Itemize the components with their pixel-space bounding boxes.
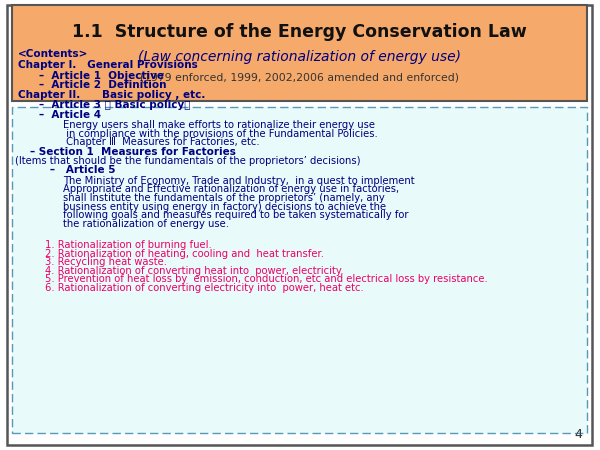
Text: business entity using energy in factory) decisions to achieve the: business entity using energy in factory)… [63, 202, 386, 211]
Text: –  Article 1  Objective: – Article 1 Objective [39, 71, 164, 81]
Text: –  Article 3 （ Basic policy）: – Article 3 （ Basic policy） [39, 100, 191, 110]
Text: 4: 4 [574, 428, 582, 441]
Text: Chapter I.   General Provisions: Chapter I. General Provisions [18, 60, 198, 70]
Text: 6. Rationalization of converting electricity into  power, heat etc.: 6. Rationalization of converting electri… [45, 283, 364, 293]
Text: (Law concerning rationalization of energy use): (Law concerning rationalization of energ… [138, 50, 461, 64]
Text: shall Institute the fundamentals of the proprietors’ (namely, any: shall Institute the fundamentals of the … [63, 193, 385, 203]
Text: – Section 1  Measures for Factories: – Section 1 Measures for Factories [30, 147, 236, 157]
Text: Energy users shall make efforts to rationalize their energy use: Energy users shall make efforts to ratio… [63, 120, 375, 130]
Text: 5. Prevention of heat loss by  emission, conduction, etc and electrical loss by : 5. Prevention of heat loss by emission, … [45, 274, 488, 284]
Text: Appropriate and Effective rationalization of energy use in factories,: Appropriate and Effective rationalizatio… [63, 184, 399, 194]
Text: The Ministry of Economy, Trade and Industry,  in a quest to implement: The Ministry of Economy, Trade and Indus… [63, 176, 415, 186]
Text: –  Article 4: – Article 4 [39, 110, 101, 120]
Text: <Contents>: <Contents> [18, 49, 88, 59]
Text: 1.1  Structure of the Energy Conservation Law: 1.1 Structure of the Energy Conservation… [72, 23, 527, 41]
Bar [12, 107, 587, 433]
Text: in compliance with the provisions of the Fundamental Policies.: in compliance with the provisions of the… [63, 129, 378, 139]
Text: the rationalization of energy use.: the rationalization of energy use. [63, 219, 229, 229]
Bar [12, 5, 587, 101]
Text: following goals and measures required to be taken systematically for: following goals and measures required to… [63, 210, 409, 220]
Text: Chapter Ⅲ  Measures for Factories, etc.: Chapter Ⅲ Measures for Factories, etc. [63, 137, 260, 147]
Text: 3. Recycling heat waste.: 3. Recycling heat waste. [45, 257, 167, 267]
Text: 2. Rationalization of heating, cooling and  heat transfer.: 2. Rationalization of heating, cooling a… [45, 249, 324, 259]
Text: –  Article 2  Definition: – Article 2 Definition [39, 81, 167, 90]
Text: 4. Rationalization of converting heat into  power, electricity.: 4. Rationalization of converting heat in… [45, 266, 344, 276]
Text: Chapter II.      Basic policy , etc.: Chapter II. Basic policy , etc. [18, 90, 205, 100]
Text: –   Article 5: – Article 5 [39, 165, 115, 175]
Text: 1. Rationalization of burning fuel.: 1. Rationalization of burning fuel. [45, 240, 212, 250]
Text: (1979 enforced, 1999, 2002,2006 amended and enforced): (1979 enforced, 1999, 2002,2006 amended … [140, 72, 459, 82]
Text: (Items that should be the fundamentals of the proprietors’ decisions): (Items that should be the fundamentals o… [15, 156, 361, 166]
